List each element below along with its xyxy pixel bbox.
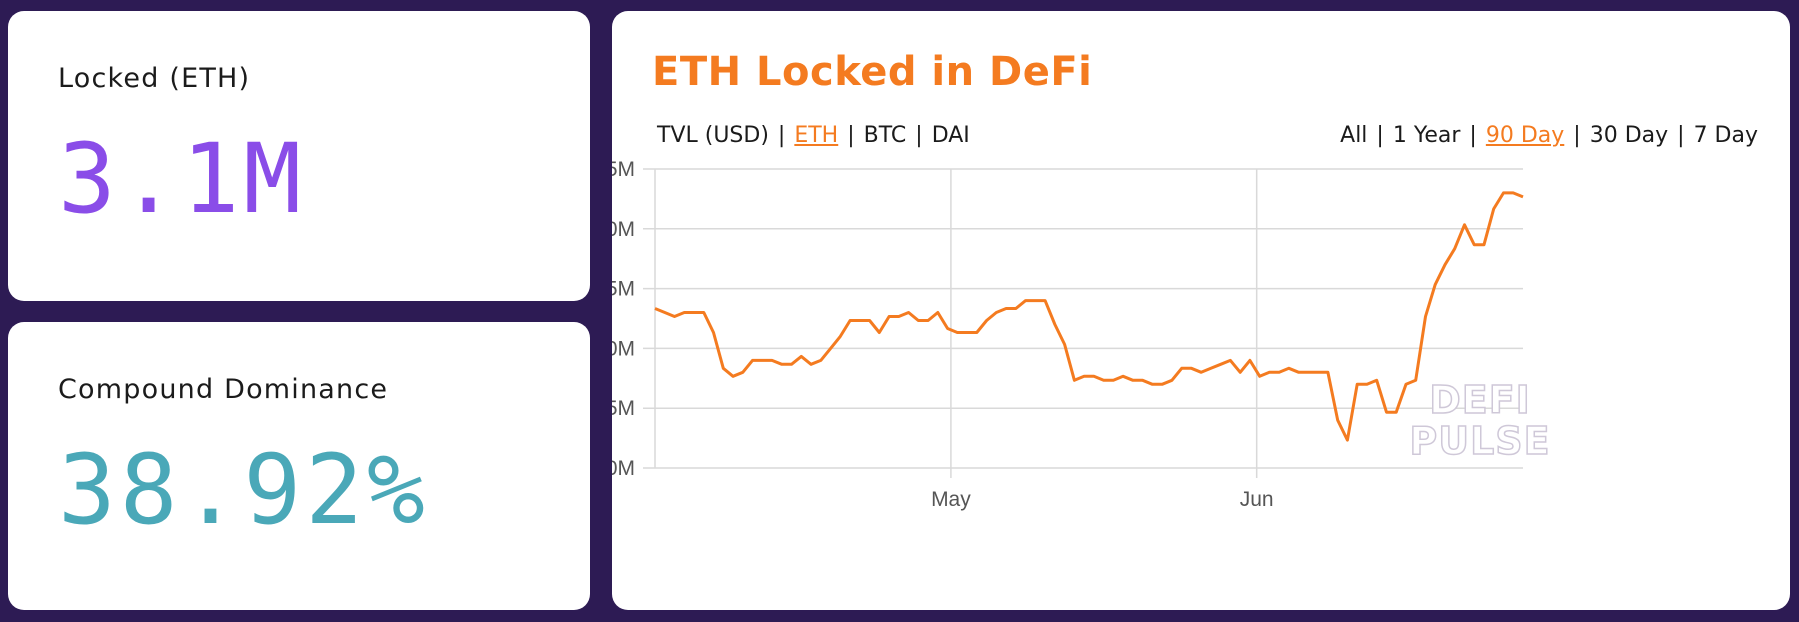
metric-tab-btc[interactable]: BTC [863,123,907,148]
tab-separator: | [1573,123,1581,148]
tab-separator: | [1677,123,1685,148]
range-tab-30-day[interactable]: 30 Day [1589,123,1669,148]
series-line [654,191,1524,442]
metric-tab-tvl-usd[interactable]: TVL (USD) [657,123,769,148]
y-tick-label: 2.70M [612,337,635,360]
metric-tab-eth[interactable]: ETH [794,123,839,148]
x-tick-label: Jun [1240,488,1274,511]
chart-title: ETH Locked in DeFi [652,49,1093,95]
tab-separator: | [1469,123,1477,148]
range-tab-90-day[interactable]: 90 Day [1485,123,1565,148]
compound-dominance-label: Compound Dominance [58,374,389,405]
eth-locked-line-chart: 2.40M 2.55M 2.70M 2.85M 3.00M 3.15M May Jun DEFI… [612,158,1550,511]
chart-card: ETH Locked in DeFi TVL (USD) | ETH | BTC | DAI… [612,11,1790,610]
tab-separator: | [1376,123,1384,148]
locked-eth-value: 3.1M [58,123,306,235]
compound-dominance-value: 38.92% [58,434,429,546]
y-tick-label: 2.55M [612,397,635,420]
y-tick-label: 3.15M [612,158,635,181]
metric-tabs: TVL (USD) | ETH | BTC | DAI [657,123,970,148]
y-tick-label: 2.40M [612,457,635,480]
range-tabs: All | 1 Year | 90 Day | 30 Day | 7 Day [1340,123,1758,148]
y-tick-label: 3.00M [612,218,635,241]
locked-eth-label: Locked (ETH) [58,63,251,94]
tab-separator: | [777,123,786,148]
range-tab-7-day[interactable]: 7 Day [1693,123,1758,148]
x-tick-label: May [931,488,971,511]
tab-separator: | [915,123,923,148]
range-tab-1-year[interactable]: 1 Year [1392,123,1461,148]
watermark-line: DEFI [1429,378,1531,422]
compound-dominance-card: Compound Dominance 38.92% [8,322,590,610]
tab-separator: | [847,123,855,148]
y-tick-label: 2.85M [612,278,635,301]
locked-eth-card: Locked (ETH) 3.1M [8,11,590,301]
metric-tab-dai[interactable]: DAI [931,123,970,148]
watermark-line: PULSE [1409,419,1550,463]
range-tab-all[interactable]: All [1340,123,1368,148]
